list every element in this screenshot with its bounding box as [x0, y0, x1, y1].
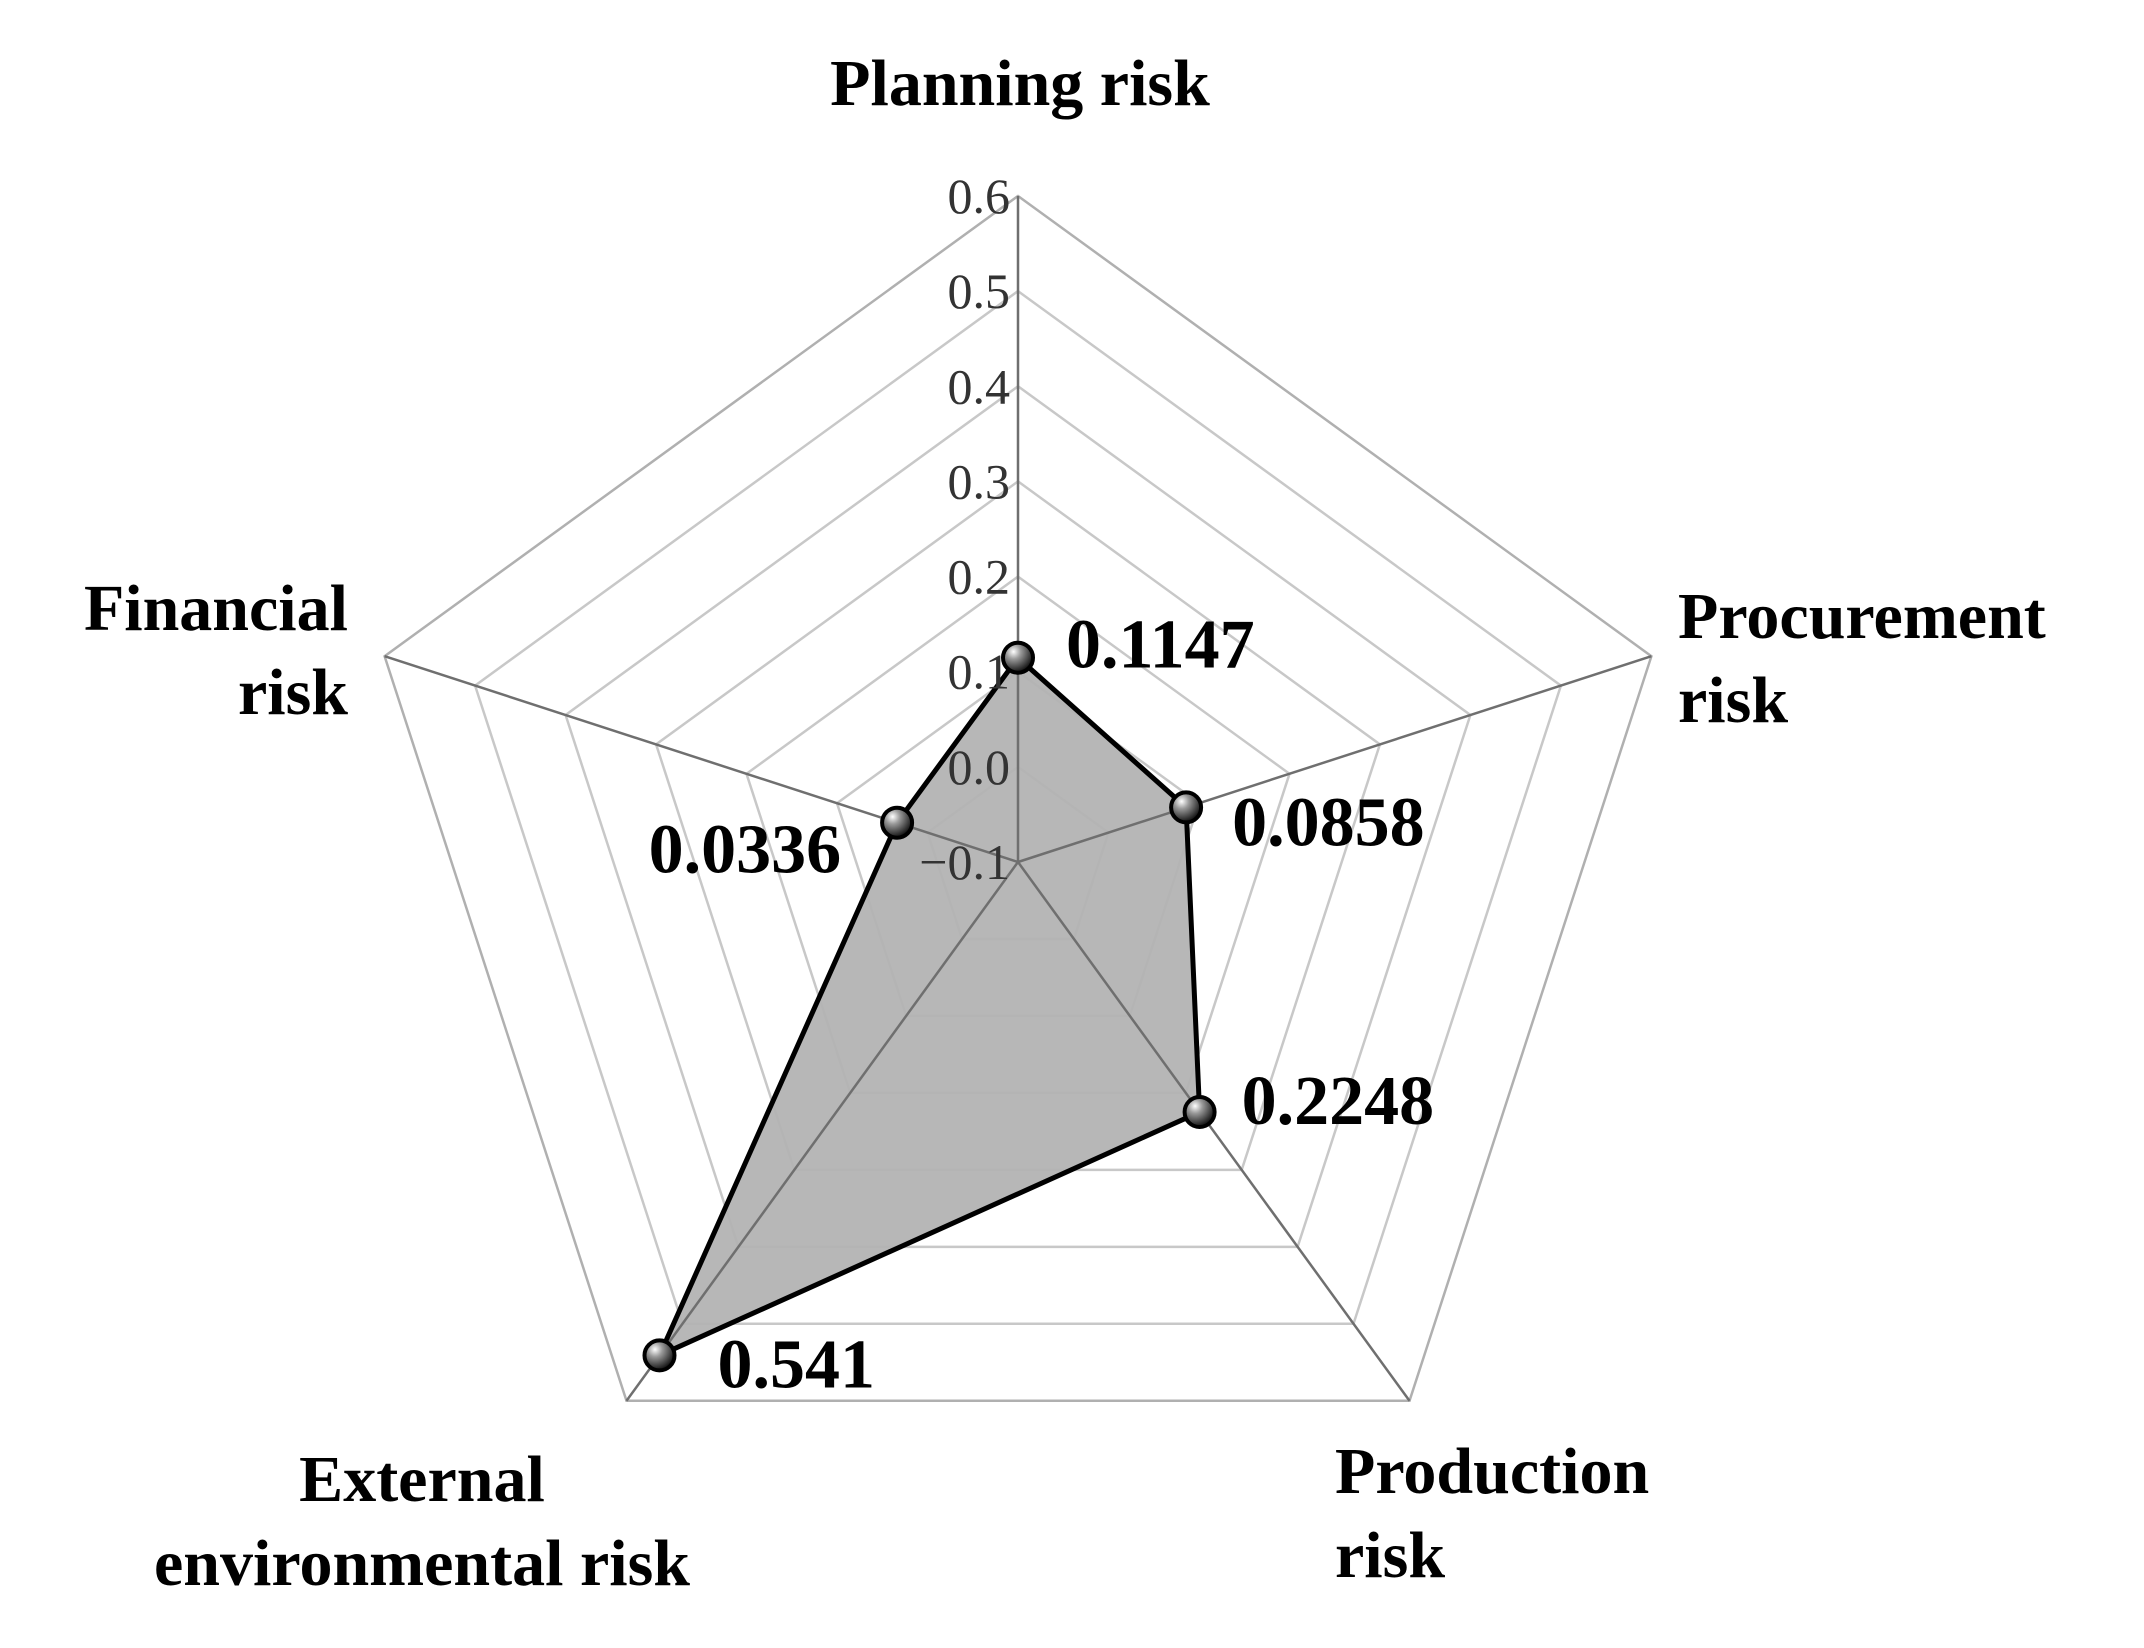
radial-tick-label: 0.1 [948, 644, 1011, 700]
data-point [880, 805, 915, 840]
axis-spoke [1016, 861, 1411, 1402]
radar-grid [383, 194, 1653, 1403]
radial-tick-label: 0.6 [948, 168, 1011, 224]
data-point [1001, 640, 1035, 675]
axis-spokes [384, 196, 1652, 1402]
radial-tick-label: 0.4 [948, 358, 1011, 414]
data-value-label: 0.2248 [1242, 1063, 1435, 1140]
radial-tick-label: −0.1 [919, 834, 1010, 890]
radial-tick-label: 0.2 [948, 549, 1011, 605]
axis-spoke [625, 861, 1020, 1402]
data-point [1182, 1095, 1217, 1129]
data-point [1169, 790, 1204, 825]
data-value-label: 0.1147 [1066, 607, 1255, 684]
axis-spoke [1017, 655, 1652, 864]
data-value-label: 0.541 [718, 1326, 876, 1403]
category-label: risk [1335, 1519, 1445, 1592]
category-label: Procurement [1678, 580, 2046, 653]
category-label: environmental risk [154, 1527, 690, 1600]
data-value-label: 0.0858 [1232, 784, 1425, 861]
grid-ring [473, 289, 1563, 1326]
radial-tick-label: 0.3 [948, 453, 1011, 509]
data-point [642, 1338, 677, 1373]
grid-ring [383, 194, 1653, 1403]
category-label: Planning risk [830, 47, 1210, 120]
category-label: Production [1335, 1435, 1649, 1508]
grid-ring [564, 384, 1472, 1249]
category-label: Financial [84, 572, 348, 645]
series-area [654, 654, 1203, 1361]
category-label: risk [1678, 664, 1788, 737]
data-value-label: 0.0336 [649, 812, 842, 889]
category-label: External [299, 1443, 545, 1516]
radial-tick-label: 0.5 [948, 263, 1011, 319]
radial-tick-label: 0.0 [948, 739, 1011, 795]
category-label: risk [238, 656, 348, 729]
